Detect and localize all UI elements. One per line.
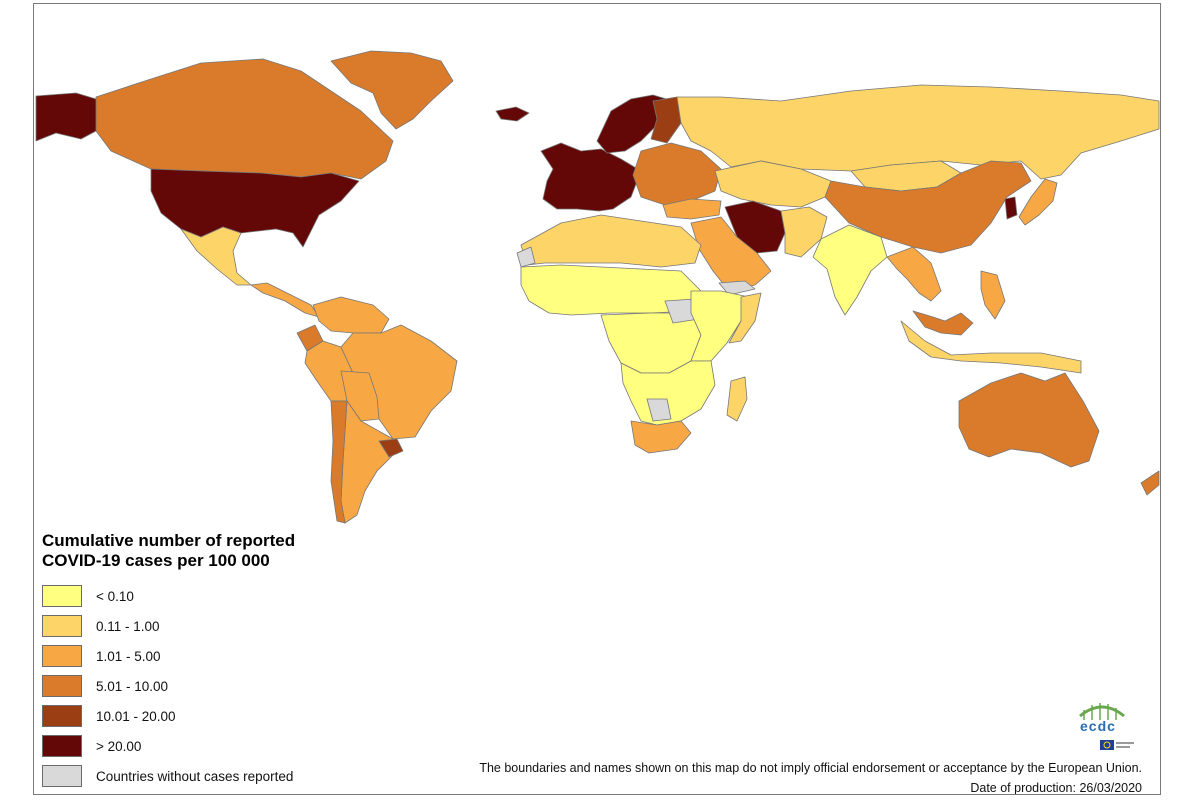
legend-swatch bbox=[42, 735, 82, 757]
region-botswana bbox=[646, 398, 672, 422]
legend-row: 5.01 - 10.00 bbox=[42, 671, 382, 701]
region-southeast-asia bbox=[886, 246, 942, 302]
date-of-production: Date of production: 26/03/2020 bbox=[970, 781, 1142, 795]
world-map bbox=[35, 50, 1160, 524]
region-malaysia bbox=[912, 310, 974, 336]
region-arabian-peninsula bbox=[690, 216, 772, 292]
disclaimer-text: The boundaries and names shown on this m… bbox=[479, 761, 1142, 775]
region-turkey bbox=[662, 198, 722, 220]
legend-label: 1.01 - 5.00 bbox=[96, 648, 161, 664]
region-philippines bbox=[980, 270, 1006, 320]
legend-title-line-2: COVID-19 cases per 100 000 bbox=[42, 551, 270, 570]
map-legend: Cumulative number of reported COVID-19 c… bbox=[42, 531, 382, 791]
region-north-africa bbox=[520, 214, 702, 268]
region-alaska bbox=[35, 92, 97, 142]
region-united-states bbox=[150, 168, 360, 248]
legend-title-line-1: Cumulative number of reported bbox=[42, 531, 296, 550]
legend-label: Countries without cases reported bbox=[96, 768, 294, 784]
legend-swatch bbox=[42, 675, 82, 697]
region-australia bbox=[958, 372, 1100, 468]
legend-row: 1.01 - 5.00 bbox=[42, 641, 382, 671]
legend-title: Cumulative number of reported COVID-19 c… bbox=[42, 531, 382, 571]
legend-row: 0.11 - 1.00 bbox=[42, 611, 382, 641]
legend-swatch bbox=[42, 645, 82, 667]
legend-label: > 20.00 bbox=[96, 738, 142, 754]
region-chile bbox=[330, 400, 348, 524]
legend-row: < 0.10 bbox=[42, 581, 382, 611]
region-western-sahara bbox=[516, 246, 536, 268]
legend-label: < 0.10 bbox=[96, 588, 134, 604]
region-south-africa bbox=[630, 420, 692, 454]
region-yemen bbox=[718, 280, 756, 296]
legend-swatch bbox=[42, 615, 82, 637]
region-east-africa bbox=[690, 290, 750, 362]
region-western-europe bbox=[540, 142, 642, 212]
legend-label: 0.11 - 1.00 bbox=[96, 618, 160, 634]
region-greenland bbox=[330, 50, 454, 130]
region-uruguay bbox=[378, 438, 404, 458]
region-madagascar bbox=[726, 376, 748, 422]
region-kazakhstan-central-asia bbox=[714, 160, 832, 208]
legend-swatch bbox=[42, 705, 82, 727]
region-russia bbox=[676, 84, 1160, 180]
region-southern-africa bbox=[620, 360, 716, 426]
legend-label: 5.01 - 10.00 bbox=[96, 678, 169, 694]
logo-wordmark: ecdc bbox=[1080, 718, 1116, 734]
legend-label: 10.01 - 20.00 bbox=[96, 708, 176, 724]
legend-row: 10.01 - 20.00 bbox=[42, 701, 382, 731]
region-somalia bbox=[728, 292, 762, 344]
legend-swatch bbox=[42, 765, 82, 787]
region-new-zealand bbox=[1140, 470, 1160, 496]
region-china bbox=[824, 160, 1032, 254]
region-japan bbox=[1018, 178, 1058, 226]
ecdc-logo: ecdc bbox=[1066, 696, 1138, 754]
region-central-america bbox=[250, 282, 320, 318]
legend-swatch bbox=[42, 585, 82, 607]
region-afghanistan-pakistan bbox=[780, 206, 828, 258]
legend-classes: < 0.10 0.11 - 1.00 1.01 - 5.00 5.01 - 10.00… bbox=[42, 581, 382, 791]
region-india bbox=[812, 224, 888, 316]
region-indonesia bbox=[900, 320, 1082, 374]
region-eastern-europe bbox=[632, 142, 722, 206]
region-korea bbox=[1004, 196, 1018, 220]
map-frame: Cumulative number of reported COVID-19 c… bbox=[33, 3, 1161, 795]
ecdc-logo-graphic bbox=[1079, 703, 1134, 750]
region-mexico bbox=[180, 226, 252, 286]
region-iceland bbox=[495, 106, 530, 122]
legend-row: > 20.00 bbox=[42, 731, 382, 761]
region-canada bbox=[95, 58, 394, 180]
legend-row: Countries without cases reported bbox=[42, 761, 382, 791]
region-colombia-venezuela bbox=[312, 296, 390, 334]
